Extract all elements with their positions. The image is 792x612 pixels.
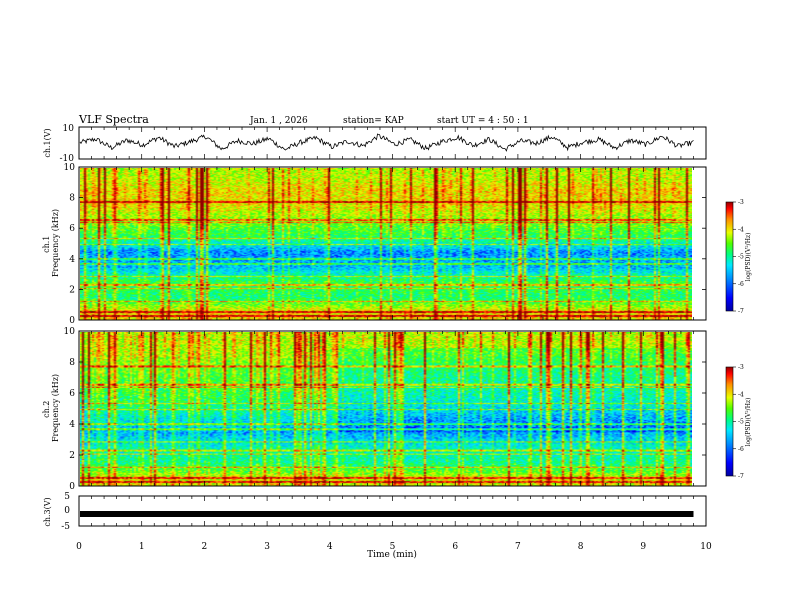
time-tick-label-0: 0 xyxy=(76,542,82,552)
ch1-spec-ytick-label-10: 10 xyxy=(64,163,76,173)
ch2-colorbar: -3 -4 -5 -6 -7 log(PSD)(V²/Hz) xyxy=(725,364,752,480)
time-tick-label-4: 4 xyxy=(327,542,333,552)
ch1-ytick-top: 10 xyxy=(63,124,75,134)
station-label: station= KAP xyxy=(343,116,404,126)
ch1-ylabel-channel: ch.1 xyxy=(42,236,51,253)
time-axis-label: Time (min) xyxy=(367,549,417,560)
start-ut-label: start UT = 4 : 50 : 1 xyxy=(437,116,529,126)
ch2-colorbar-tick-label--5: -5 xyxy=(738,419,744,426)
ch2-spec-ytick-label-4: 4 xyxy=(69,420,75,430)
ch2-colorbar-tick-label--3: -3 xyxy=(738,364,744,371)
ch2-colorbar-label: log(PSD)(V²/Hz) xyxy=(745,398,752,447)
ch1-colorbar-tick-label--3: -3 xyxy=(738,199,744,206)
ch3-ytick-bottom: -5 xyxy=(61,522,70,532)
ch1-spectrogram-yticks: 0 2 4 6 8 10 xyxy=(64,163,706,326)
ch1-spec-ytick-label-2: 2 xyxy=(69,285,75,295)
time-tick-label-8: 8 xyxy=(578,542,584,552)
ch1-voltage-panel: 10 -10 ch.1(V) xyxy=(43,124,707,164)
ch1-spectrogram-ylabel: ch.1 Frequency (kHz) xyxy=(42,209,60,277)
ch2-spectrogram-image xyxy=(80,332,692,486)
ch1-colorbar-tick-label--6: -6 xyxy=(738,281,744,288)
ch2-spectrogram-ylabel: ch.2 Frequency (kHz) xyxy=(42,374,60,442)
ch1-ytick-bottom: -10 xyxy=(60,154,75,164)
time-tick-label-5: 5 xyxy=(390,542,396,552)
ch2-spec-ytick-label-10: 10 xyxy=(64,327,76,337)
ch1-voltage-trace xyxy=(79,133,694,152)
ch2-ylabel-freq: Frequency (kHz) xyxy=(51,374,60,442)
ch2-colorbar-gradient xyxy=(725,366,734,477)
ch2-spec-ytick-label-6: 6 xyxy=(69,389,75,399)
time-tick-label-1: 1 xyxy=(139,542,145,552)
ch1-colorbar-tick-label--4: -4 xyxy=(738,226,744,233)
ch2-colorbar-tick-label--4: -4 xyxy=(738,391,744,398)
ch1-colorbar-ticks: -3 -4 -5 -6 -7 xyxy=(733,199,744,315)
time-tick-label-6: 6 xyxy=(452,542,458,552)
ch3-voltage-ylabel: ch.3(V) xyxy=(43,497,52,526)
time-axis-ticklabels: 0 1 2 3 4 5 6 7 8 9 10 xyxy=(76,542,712,552)
ch1-spectrogram-image xyxy=(80,168,692,320)
ch1-spec-ytick-label-4: 4 xyxy=(69,255,75,265)
ch1-spectrogram-panel: 0 2 4 6 8 10 ch.1 Frequency (kHz) xyxy=(42,163,707,326)
ch2-ylabel-channel: ch.2 xyxy=(42,401,51,418)
date-label: Jan. 1 , 2026 xyxy=(249,116,308,126)
time-tick-label-10: 10 xyxy=(700,542,712,552)
ch1-spec-ytick-label-8: 8 xyxy=(69,194,75,204)
ch1-colorbar-label: log(PSD)(V²/Hz) xyxy=(745,233,752,282)
ch3-ytick-top: 5 xyxy=(64,492,70,502)
ch1-spec-ytick-label-6: 6 xyxy=(69,224,75,234)
time-tick-label-3: 3 xyxy=(264,542,270,552)
ch3-ytick-mid: 0 xyxy=(64,506,70,516)
time-tick-label-9: 9 xyxy=(640,542,646,552)
time-tick-label-7: 7 xyxy=(515,542,521,552)
ch2-spectrogram-panel: 0 2 4 6 8 10 ch.2 Frequency (kHz) xyxy=(42,327,707,492)
time-axis-ticks xyxy=(78,127,707,526)
ch1-colorbar-tick-label--5: -5 xyxy=(738,254,744,261)
ch2-spec-ytick-label-2: 2 xyxy=(69,451,75,461)
ch2-spec-ytick-label-8: 8 xyxy=(69,358,75,368)
ch2-colorbar-ticks: -3 -4 -5 -6 -7 xyxy=(733,364,744,480)
ch1-colorbar: -3 -4 -5 -6 -7 log(PSD)(V²/Hz) xyxy=(725,199,752,315)
ch1-voltage-ylabel: ch.1(V) xyxy=(43,128,52,157)
ch3-voltage-panel: 5 0 -5 ch.3(V) xyxy=(43,492,707,532)
time-tick-label-2: 2 xyxy=(202,542,208,552)
ch1-spec-ytick-label-0: 0 xyxy=(69,316,75,326)
ch2-colorbar-tick-label--6: -6 xyxy=(738,446,744,453)
ch2-spectrogram-yticks: 0 2 4 6 8 10 xyxy=(64,327,706,492)
ch3-voltage-trace xyxy=(80,511,694,517)
ch1-ylabel-freq: Frequency (kHz) xyxy=(51,209,60,277)
ch2-spec-ytick-label-0: 0 xyxy=(69,482,75,492)
figure-title: VLF Spectra xyxy=(78,113,149,126)
ch2-colorbar-tick-label--7: -7 xyxy=(738,473,744,480)
ch1-colorbar-gradient xyxy=(725,201,734,312)
ch1-colorbar-tick-label--7: -7 xyxy=(738,308,744,315)
